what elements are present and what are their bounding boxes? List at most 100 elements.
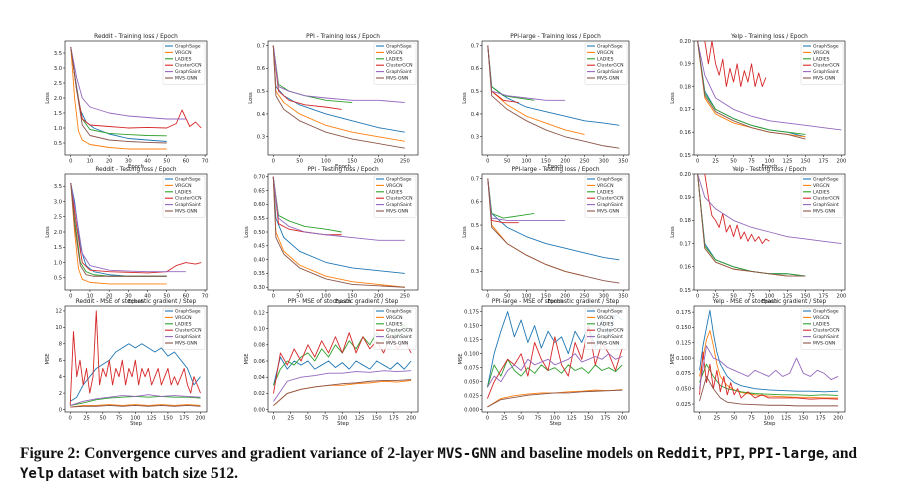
- y-tick-label: 0.6: [257, 66, 265, 72]
- y-tick-label: 0.4: [471, 246, 480, 252]
- chart-title: PPI-large - Testing loss / Epoch: [511, 167, 599, 173]
- legend-entry-ladies: LADIES: [813, 321, 830, 327]
- x-axis-label: Epoch: [128, 299, 144, 305]
- y-tick-label: 2.0: [54, 230, 62, 236]
- y-tick-label: 3.5: [54, 51, 62, 57]
- legend-entry-clustergcn: ClusterGCN: [175, 196, 202, 202]
- y-tick-label: 0.50: [253, 230, 265, 236]
- y-tick-label: 0.150: [676, 325, 691, 331]
- x-tick-label: 200: [406, 416, 416, 422]
- series-line-graphsage: [272, 176, 405, 274]
- series-line-clustergcn: [69, 310, 201, 406]
- x-tick-label: 100: [765, 294, 775, 300]
- series-group: [272, 176, 405, 288]
- y-tick-label: 0.17: [679, 241, 691, 247]
- y-tick-label: 0.000: [464, 408, 479, 414]
- series-line-vrgcn: [70, 183, 167, 285]
- x-tick-label: 70: [202, 294, 209, 300]
- y-tick-label: 0.20: [679, 172, 691, 178]
- caption-dataset-ppi: PPI: [715, 446, 741, 462]
- y-tick-label: 0.19: [679, 62, 691, 68]
- y-tick-label: 0.100: [676, 356, 691, 362]
- x-tick-label: 150: [347, 294, 357, 300]
- x-tick-label: 150: [541, 159, 551, 165]
- x-tick-label: 0: [486, 159, 489, 165]
- legend-entry-graphsaint: GraphSaint: [175, 202, 201, 208]
- x-tick-label: 200: [560, 294, 570, 300]
- legend-entry-graphsage: GraphSage: [597, 309, 623, 315]
- legend: GraphSageVRGCNLADIESClusterGCNGraphSaint…: [373, 307, 417, 350]
- chart-title: Yelp - Testing loss / Epoch: [731, 167, 807, 173]
- series-line-graphsage: [69, 343, 201, 402]
- legend-box: [373, 175, 417, 218]
- legend-entry-mvs-gnn: MVS-GNN: [386, 341, 408, 347]
- y-tick-label: 0.20: [679, 39, 691, 45]
- series-line-mvs-gnn: [70, 183, 167, 277]
- legend-entry-graphsaint: GraphSaint: [386, 69, 412, 75]
- x-tick-label: 40: [144, 159, 151, 165]
- y-tick-label: 0.3: [257, 135, 265, 141]
- y-tick-label: 0.17: [679, 107, 691, 113]
- x-tick-label: 100: [522, 159, 532, 165]
- y-tick-label: 0.3: [471, 135, 479, 141]
- series-line-graphsage: [487, 178, 620, 261]
- series-line-mvs-gnn: [272, 176, 405, 288]
- y-tick-label: 0.125: [464, 337, 479, 343]
- legend-entry-graphsaint: GraphSaint: [175, 69, 201, 75]
- legend-entry-graphsage: GraphSage: [175, 309, 201, 315]
- y-tick-label: 0.5: [471, 89, 479, 95]
- x-tick-label: 75: [748, 159, 755, 165]
- x-axis-label: Step: [764, 421, 777, 427]
- legend-entry-ladies: LADIES: [597, 189, 614, 195]
- caption-sep2: ,: [740, 445, 749, 462]
- y-tick-label: 0.075: [676, 371, 691, 377]
- legend-entry-clustergcn: ClusterGCN: [597, 63, 624, 69]
- series-line-vrgcn: [70, 404, 201, 408]
- series-group: [70, 46, 202, 150]
- series-line-graphsaint: [697, 41, 842, 131]
- x-tick-label: 125: [567, 416, 577, 422]
- x-axis-label: Epoch: [548, 164, 564, 170]
- y-axis-label: Loss: [45, 92, 51, 104]
- x-tick-label: 0: [69, 159, 72, 165]
- x-tick-label: 300: [599, 159, 609, 165]
- x-tick-label: 200: [196, 416, 206, 422]
- y-tick-label: 10: [55, 325, 62, 331]
- y-tick-label: 0.100: [464, 351, 479, 357]
- legend-entry-mvs-gnn: MVS-GNN: [175, 209, 197, 215]
- y-axis-label: Loss: [462, 226, 468, 238]
- series-line-mvs-gnn: [70, 404, 201, 408]
- x-tick-label: 200: [836, 159, 846, 165]
- series-line-clustergcn: [699, 351, 839, 400]
- series-line-graphsaint: [70, 46, 186, 120]
- legend-entry-ladies: LADIES: [597, 56, 614, 62]
- legend-entry-vrgcn: VRGCN: [813, 315, 830, 321]
- y-tick-label: 0.08: [253, 343, 265, 349]
- legend-box: [800, 42, 844, 85]
- legend-entry-clustergcn: ClusterGCN: [597, 196, 624, 202]
- series-line-clustergcn: [704, 174, 770, 245]
- y-axis-label: MSE: [670, 353, 676, 364]
- x-tick-label: 125: [781, 416, 791, 422]
- legend-entry-ladies: LADIES: [175, 189, 192, 195]
- y-tick-label: 0.16: [679, 130, 691, 136]
- series-line-graphsaint: [272, 45, 405, 104]
- x-tick-label: 150: [800, 159, 810, 165]
- legend-entry-ladies: LADIES: [386, 56, 403, 62]
- y-tick-label: 0.7: [471, 43, 479, 49]
- series-line-graphsaint: [273, 370, 412, 402]
- x-tick-label: 0: [698, 416, 701, 422]
- series-line-mvs-gnn: [70, 46, 167, 144]
- x-tick-label: 50: [518, 416, 525, 422]
- x-tick-label: 200: [617, 416, 627, 422]
- y-tick-label: 2.5: [54, 81, 62, 87]
- y-tick-label: 0.5: [54, 141, 62, 147]
- series-group: [487, 178, 620, 284]
- figure-grid: 0 10 20 30 40 50 60 700.51.01.52.02.53.03.5Redd…: [45, 34, 846, 427]
- y-tick-label: 0.3: [471, 269, 479, 275]
- series-line-vrgcn: [272, 176, 405, 288]
- legend-box: [373, 42, 417, 85]
- x-tick-label: 100: [321, 294, 331, 300]
- x-tick-label: 25: [83, 416, 90, 422]
- legend-entry-mvs-gnn: MVS-GNN: [386, 209, 408, 215]
